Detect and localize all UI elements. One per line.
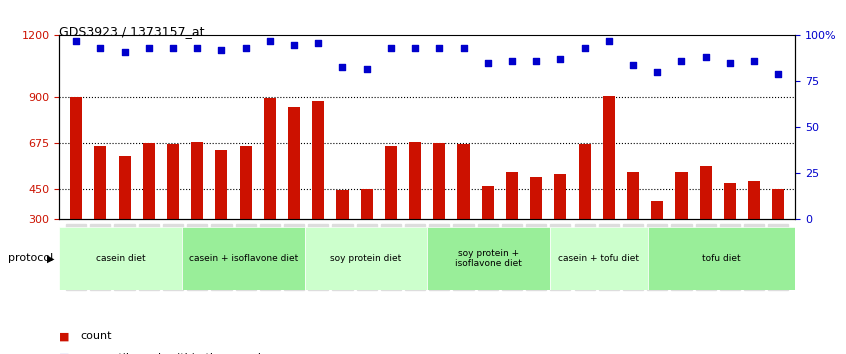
Point <box>578 45 591 51</box>
Point <box>336 64 349 69</box>
Bar <box>167 144 179 281</box>
Bar <box>602 96 615 281</box>
Bar <box>312 101 324 281</box>
Bar <box>216 150 228 281</box>
Text: GDS3923 / 1373157_at: GDS3923 / 1373157_at <box>59 25 205 38</box>
Bar <box>385 146 397 281</box>
Point <box>772 71 785 77</box>
Point <box>481 60 495 66</box>
Point <box>505 58 519 64</box>
Point <box>190 45 204 51</box>
Text: ■: ■ <box>59 331 69 341</box>
Bar <box>360 189 373 281</box>
Bar <box>772 189 784 281</box>
Text: soy protein diet: soy protein diet <box>330 254 402 263</box>
Point <box>651 69 664 75</box>
Bar <box>118 156 130 281</box>
Bar <box>143 143 155 281</box>
Bar <box>458 144 470 281</box>
Text: protocol: protocol <box>8 253 53 263</box>
Point <box>384 45 398 51</box>
Point <box>288 42 301 47</box>
Point <box>239 45 252 51</box>
FancyBboxPatch shape <box>59 227 182 290</box>
Point <box>457 45 470 51</box>
Bar <box>506 172 518 281</box>
Point <box>409 45 422 51</box>
Bar <box>264 98 276 281</box>
Point <box>263 38 277 44</box>
Point <box>118 49 131 55</box>
Text: ▶: ▶ <box>47 253 54 263</box>
Bar <box>554 175 567 281</box>
FancyBboxPatch shape <box>305 227 427 290</box>
Bar <box>700 166 711 281</box>
Point <box>602 38 616 44</box>
Bar <box>481 186 494 281</box>
Bar <box>530 177 542 281</box>
Point <box>167 45 180 51</box>
Bar <box>724 183 736 281</box>
Text: ■: ■ <box>59 353 69 354</box>
Bar <box>433 143 445 281</box>
Point <box>553 57 567 62</box>
Bar <box>675 172 688 281</box>
Bar <box>409 142 421 281</box>
Point <box>674 58 688 64</box>
Bar <box>288 107 300 281</box>
Bar <box>337 190 349 281</box>
Text: casein + tofu diet: casein + tofu diet <box>558 254 640 263</box>
Point <box>142 45 156 51</box>
Point <box>699 55 712 60</box>
FancyBboxPatch shape <box>550 227 648 290</box>
FancyBboxPatch shape <box>427 227 550 290</box>
Point <box>432 45 446 51</box>
Bar <box>748 181 761 281</box>
Point <box>94 45 107 51</box>
Bar <box>627 172 639 281</box>
Point <box>215 47 228 53</box>
Point <box>311 40 325 46</box>
Text: percentile rank within the sample: percentile rank within the sample <box>80 353 268 354</box>
Bar <box>651 201 663 281</box>
Point <box>69 38 83 44</box>
Text: tofu diet: tofu diet <box>702 254 741 263</box>
Text: casein + isoflavone diet: casein + isoflavone diet <box>189 254 298 263</box>
Text: casein diet: casein diet <box>96 254 146 263</box>
Point <box>723 60 737 66</box>
Point <box>530 58 543 64</box>
Point <box>360 66 373 72</box>
FancyBboxPatch shape <box>182 227 305 290</box>
Bar <box>239 146 252 281</box>
Bar <box>70 97 82 281</box>
Bar <box>94 146 107 281</box>
Point <box>626 62 640 68</box>
Bar <box>191 142 203 281</box>
Point <box>747 58 761 64</box>
Text: soy protein +
isoflavone diet: soy protein + isoflavone diet <box>455 249 522 268</box>
FancyBboxPatch shape <box>648 227 795 290</box>
Bar <box>579 144 591 281</box>
Text: count: count <box>80 331 112 341</box>
